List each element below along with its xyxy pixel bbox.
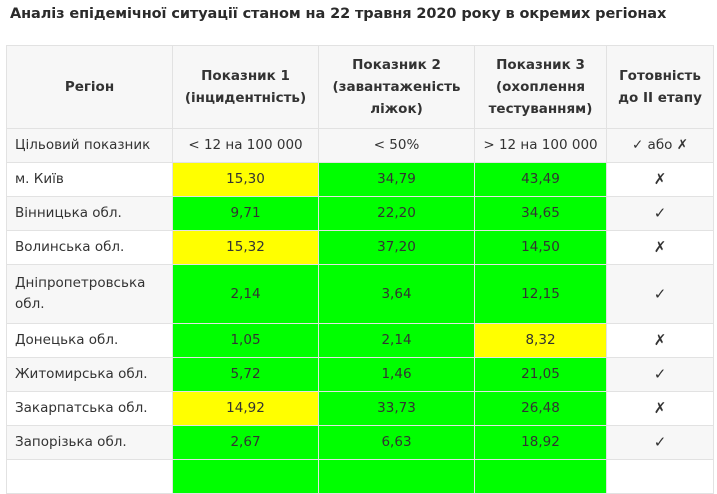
table-row-partial — [6, 459, 714, 494]
header-indicator-3: Показник 3 (охоплення тестуванням) — [474, 45, 607, 129]
indicator-2-cell: 22,20 — [318, 196, 475, 231]
table-row: Вінницька обл. 9,71 22,20 34,65 ✓ — [6, 196, 714, 231]
region-name: Волинська обл. — [6, 230, 173, 265]
indicator-3-cell: 12,15 — [474, 264, 607, 324]
epidemic-table: Регіон Показник 1 (інцидентність) Показн… — [6, 45, 714, 494]
readiness-cell: ✗ — [606, 391, 714, 426]
indicator-3-cell — [474, 459, 607, 494]
indicator-1-cell: 14,92 — [172, 391, 319, 426]
readiness-cell: ✓ — [606, 196, 714, 231]
indicator-3-cell: 21,05 — [474, 357, 607, 392]
header-indicator-2: Показник 2 (завантаженість ліжок) — [318, 45, 475, 129]
indicator-1-cell: 2,14 — [172, 264, 319, 324]
indicator-2-cell: 1,46 — [318, 357, 475, 392]
indicator-2-cell: 34,79 — [318, 162, 475, 197]
indicator-1-cell — [172, 459, 319, 494]
table-header-row: Регіон Показник 1 (інцидентність) Показн… — [6, 45, 714, 129]
readiness-cell: ✓ — [606, 264, 714, 324]
region-name: Дніпропетровська обл. — [6, 264, 173, 324]
table-row: Волинська обл. 15,32 37,20 14,50 ✗ — [6, 230, 714, 265]
region-name: Донецька обл. — [6, 323, 173, 358]
readiness-cell: ✓ — [606, 425, 714, 460]
table-row: Закарпатська обл. 14,92 33,73 26,48 ✗ — [6, 391, 714, 426]
indicator-2-cell: 37,20 — [318, 230, 475, 265]
indicator-2-cell: 2,14 — [318, 323, 475, 358]
indicator-2-cell — [318, 459, 475, 494]
target-indicator-3: > 12 на 100 000 — [474, 128, 607, 163]
indicator-2-cell: 6,63 — [318, 425, 475, 460]
indicator-1-cell: 15,30 — [172, 162, 319, 197]
table-row: м. Київ 15,30 34,79 43,49 ✗ — [6, 162, 714, 197]
indicator-2-cell: 3,64 — [318, 264, 475, 324]
table-row: Дніпропетровська обл. 2,14 3,64 12,15 ✓ — [6, 264, 714, 324]
indicator-3-cell: 26,48 — [474, 391, 607, 426]
readiness-cell: ✗ — [606, 162, 714, 197]
indicator-1-cell: 15,32 — [172, 230, 319, 265]
region-name — [6, 459, 173, 494]
region-name: Запорізька обл. — [6, 425, 173, 460]
readiness-cell — [606, 459, 714, 494]
header-region: Регіон — [6, 45, 173, 129]
page-title: Аналіз епідемічної ситуації станом на 22… — [10, 6, 667, 22]
target-indicator-2: < 50% — [318, 128, 475, 163]
region-name: Вінницька обл. — [6, 196, 173, 231]
region-name: м. Київ — [6, 162, 173, 197]
indicator-3-cell: 34,65 — [474, 196, 607, 231]
table-row: Запорізька обл. 2,67 6,63 18,92 ✓ — [6, 425, 714, 460]
table-row: Житомирська обл. 5,72 1,46 21,05 ✓ — [6, 357, 714, 392]
indicator-3-cell: 18,92 — [474, 425, 607, 460]
table-row: Донецька обл. 1,05 2,14 8,32 ✗ — [6, 323, 714, 358]
indicator-3-cell: 43,49 — [474, 162, 607, 197]
target-readiness: ✓ або ✗ — [606, 128, 714, 163]
header-indicator-1: Показник 1 (інцидентність) — [172, 45, 319, 129]
header-readiness: Готовність до II етапу — [606, 45, 714, 129]
indicator-1-cell: 1,05 — [172, 323, 319, 358]
indicator-2-cell: 33,73 — [318, 391, 475, 426]
region-name: Закарпатська обл. — [6, 391, 173, 426]
target-row: Цільовий показник < 12 на 100 000 < 50% … — [6, 128, 714, 163]
target-label: Цільовий показник — [6, 128, 173, 163]
indicator-1-cell: 2,67 — [172, 425, 319, 460]
readiness-cell: ✗ — [606, 323, 714, 358]
region-name: Житомирська обл. — [6, 357, 173, 392]
readiness-cell: ✓ — [606, 357, 714, 392]
indicator-1-cell: 5,72 — [172, 357, 319, 392]
target-indicator-1: < 12 на 100 000 — [172, 128, 319, 163]
indicator-3-cell: 8,32 — [474, 323, 607, 358]
indicator-1-cell: 9,71 — [172, 196, 319, 231]
readiness-cell: ✗ — [606, 230, 714, 265]
indicator-3-cell: 14,50 — [474, 230, 607, 265]
